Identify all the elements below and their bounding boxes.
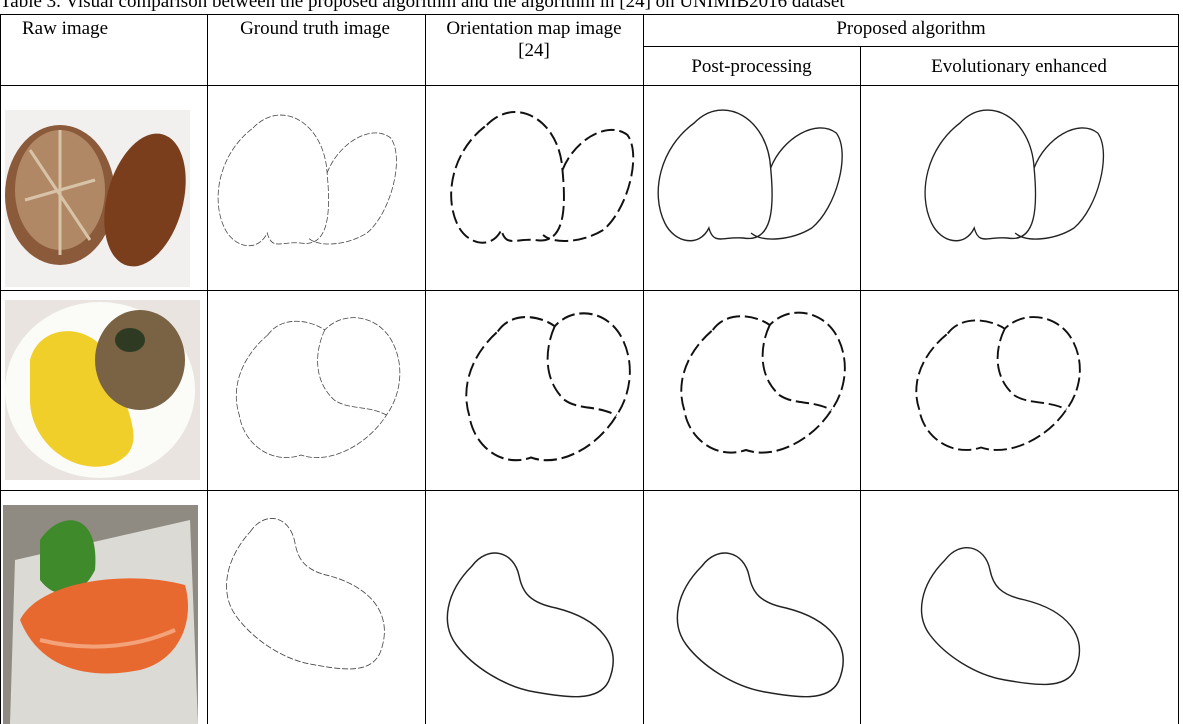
subheader-cell: Post-processing bbox=[643, 56, 860, 78]
evolutionary-contour bbox=[925, 110, 1103, 241]
evolutionary-contour bbox=[916, 317, 1080, 450]
raw-image-plate bbox=[5, 300, 200, 480]
header-cell: Ground truth image bbox=[240, 18, 390, 40]
ground-truth-contour bbox=[227, 518, 385, 668]
orientation-contour bbox=[451, 112, 633, 243]
header-cell: Proposed algorithm bbox=[643, 18, 1179, 40]
page: Table 3. Visual comparison between the p… bbox=[0, 0, 1183, 724]
evolutionary-contour bbox=[922, 548, 1080, 685]
postprocessing-contour bbox=[677, 553, 843, 697]
ground-truth-contour bbox=[236, 318, 400, 458]
subheader-cell: Evolutionary enhanced bbox=[860, 56, 1178, 78]
raw-image-salmon bbox=[3, 505, 198, 724]
table-graphics bbox=[0, 0, 1183, 724]
orientation-contour bbox=[447, 553, 613, 697]
postprocessing-contour bbox=[658, 110, 842, 241]
header-cell: Raw image bbox=[22, 18, 108, 40]
raw-image-bread bbox=[5, 110, 199, 287]
postprocessing-contour bbox=[681, 313, 845, 453]
header-cell: Orientation map image [24] bbox=[434, 18, 634, 62]
orientation-contour bbox=[466, 313, 630, 460]
caption: Table 3. Visual comparison between the p… bbox=[0, 0, 845, 13]
ground-truth-contour bbox=[218, 115, 396, 246]
